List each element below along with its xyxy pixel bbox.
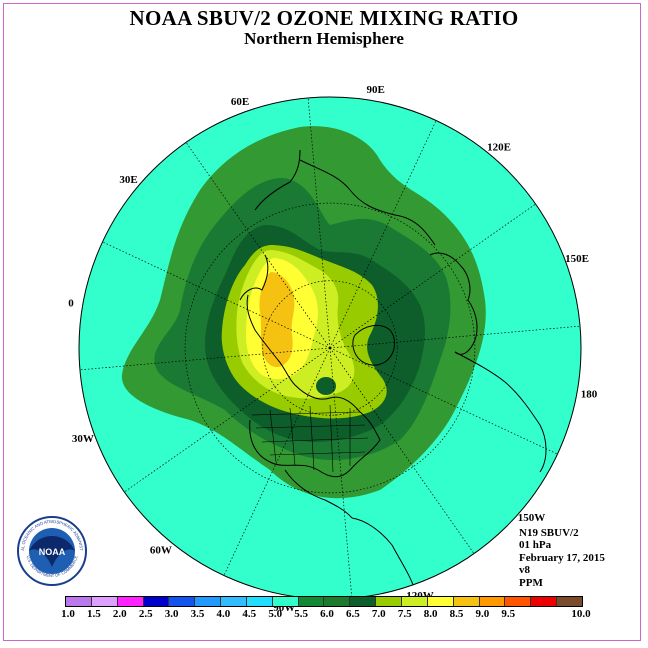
date-label: February 17, 2015 <box>519 551 605 564</box>
legend-swatch <box>350 597 377 606</box>
coast-alaska <box>239 254 269 301</box>
legend-tick-label: 10.0 <box>571 608 591 620</box>
pressure-level-label: 01 hPa <box>519 539 552 552</box>
legend-tick-label: 5.0 <box>268 608 283 620</box>
legend-swatch <box>117 597 144 606</box>
color-legend <box>65 596 583 607</box>
longitude-labels: 90E60E30E030W60W90W120W150W180150E120E <box>68 84 598 614</box>
legend-swatch <box>453 597 480 606</box>
instrument-label: N19 SBUV/2 <box>519 527 579 539</box>
lon-label-120e: 120E <box>487 142 511 154</box>
ozone-band-8-0 <box>259 272 295 368</box>
state-line <box>269 451 366 456</box>
lon-label-90e: 90E <box>367 84 385 96</box>
legend-tick-label: 8.0 <box>423 608 438 620</box>
legend-tick-label: 8.5 <box>449 608 464 620</box>
state-line <box>255 424 366 429</box>
coastlines <box>239 149 547 591</box>
legend-swatch <box>66 597 92 606</box>
legend-swatch <box>479 597 506 606</box>
latitude-circle-60 <box>262 280 398 416</box>
graticule <box>79 97 581 599</box>
noaa-logo: NOAA NATIONAL OCEANIC AND ATMOSPHERIC AD… <box>16 515 87 586</box>
legend-swatch <box>246 597 273 606</box>
legend-swatch <box>91 597 118 606</box>
state-line <box>329 404 334 473</box>
legend-swatch <box>272 597 299 606</box>
legend-tick-label: 2.0 <box>112 608 127 620</box>
page-title: NOAA SBUV/2 OZONE MIXING RATIO <box>129 6 519 30</box>
legend-swatch <box>557 597 582 606</box>
version-label: v8 <box>519 564 530 577</box>
ozone-bands <box>121 126 486 499</box>
legend-tick-label: 6.0 <box>320 608 334 620</box>
legend-swatch <box>298 597 325 606</box>
state-line <box>269 409 277 463</box>
units-label: PPM <box>519 576 543 589</box>
lon-label-180: 180 <box>581 389 598 401</box>
legend-swatch <box>401 597 428 606</box>
state-line <box>251 411 361 416</box>
lon-label-0: 0 <box>68 297 74 309</box>
legend-tick-label: 7.0 <box>371 608 386 620</box>
lon-label-60w: 60W <box>150 545 172 557</box>
info-block: N19 SBUV/2 01 hPa February 17, 2015 v8 P… <box>519 527 605 589</box>
coast-central-america <box>284 469 353 519</box>
logo-text: NOAA <box>39 547 66 557</box>
coast-south-america <box>351 517 416 591</box>
coast-europe <box>429 252 478 355</box>
state-line <box>309 405 315 471</box>
legend-tick-label: 7.5 <box>397 608 412 620</box>
legend-tick-label: 3.0 <box>164 608 179 620</box>
ozone-low-center <box>316 377 336 395</box>
coast-africa <box>454 351 547 473</box>
legend-tick-label: 3.5 <box>190 608 205 620</box>
legend-tick-label: 6.5 <box>346 608 360 620</box>
coast-asia <box>299 159 436 246</box>
coast-east-asia <box>254 149 301 211</box>
legend-tick-label: 9.0 <box>475 608 490 620</box>
plot-frame <box>3 3 641 641</box>
coast-greenland <box>352 324 396 366</box>
legend-swatch <box>143 597 170 606</box>
legend-swatch <box>427 597 454 606</box>
legend-swatch <box>505 597 532 606</box>
state-line <box>261 437 369 443</box>
legend-tick-label: 1.0 <box>61 608 75 620</box>
lon-label-60e: 60E <box>231 96 249 108</box>
latitude-circle-30 <box>184 202 476 494</box>
legend-swatch <box>195 597 222 606</box>
usa-state-lines <box>251 404 369 473</box>
lon-label-150w: 150W <box>518 512 546 524</box>
legend-tick-label: 4.5 <box>242 608 257 620</box>
page-subtitle: Northern Hemisphere <box>244 29 404 48</box>
legend-swatch <box>169 597 196 606</box>
state-line <box>289 407 296 467</box>
legend-swatch <box>324 597 351 606</box>
legend-tick-label: 5.5 <box>294 608 308 620</box>
logo-gull-icon <box>29 536 75 567</box>
legend-tick-label: 4.0 <box>216 608 231 620</box>
legend-swatch <box>376 597 402 606</box>
legend-tick-label: 1.5 <box>87 608 101 620</box>
lon-label-30w: 30W <box>72 433 94 445</box>
legend-swatch <box>221 597 247 606</box>
lon-label-150e: 150E <box>565 253 589 265</box>
legend-tick-label: 2.5 <box>138 608 153 620</box>
legend-tick-labels: 1.0 1.5 2.0 2.5 3.0 3.5 4.0 4.5 5.0 5.5 6.0 6.5 7.0 7… <box>0 608 648 622</box>
legend-swatch <box>531 597 558 606</box>
lon-label-30e: 30E <box>119 174 137 186</box>
legend-tick-label: 9.5 <box>501 608 516 620</box>
